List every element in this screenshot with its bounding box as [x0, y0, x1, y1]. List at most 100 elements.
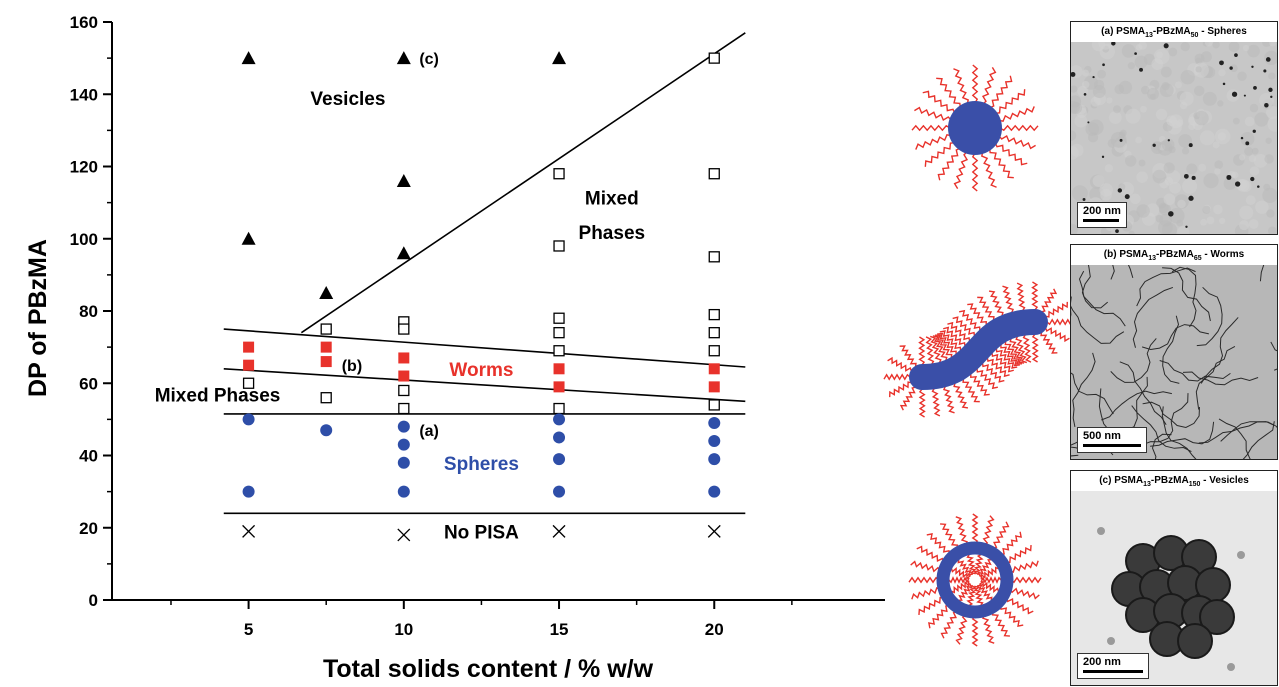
open-square-point — [708, 168, 720, 180]
red-square-point — [553, 381, 565, 393]
worm-strand — [1196, 286, 1223, 347]
worm-strand — [1132, 286, 1174, 348]
worm-strand — [1127, 265, 1134, 278]
scale-label: 200 nm — [1083, 656, 1121, 668]
blue-circle-point — [708, 416, 721, 429]
panel-title: (c) PSMA13-PBzMA150 - Vesicles — [1099, 475, 1249, 488]
open-square-point — [553, 168, 565, 180]
worm-strand — [1141, 324, 1210, 351]
worm-strand — [1142, 393, 1189, 446]
open-square-point — [553, 402, 565, 415]
worm-strand — [1220, 421, 1277, 442]
particle — [1226, 174, 1232, 180]
worm-strand — [1078, 270, 1126, 327]
particle — [1268, 87, 1273, 92]
region-label: Spheres — [444, 454, 519, 475]
worm-strand — [1136, 267, 1196, 307]
triangle-point — [319, 285, 334, 299]
panel-title: (b) PSMA13-PBzMA65 - Worms — [1103, 249, 1245, 262]
red-square-point — [243, 359, 255, 371]
particle — [1139, 67, 1143, 72]
worm-strand — [1072, 352, 1096, 428]
worm-strand — [1195, 346, 1236, 410]
particle — [1219, 60, 1224, 66]
red-square-point — [398, 352, 410, 364]
region-label: Mixed — [585, 188, 639, 209]
worm-core — [909, 309, 1048, 390]
particle — [1253, 85, 1257, 90]
worm-strand — [1171, 266, 1197, 328]
blue-circle-point — [553, 453, 566, 466]
small-vesicle — [1097, 527, 1105, 535]
triangle-point — [241, 231, 256, 245]
open-square-point — [553, 327, 565, 339]
particle — [1234, 181, 1241, 187]
red-square-point — [708, 363, 720, 375]
open-square-point — [398, 323, 410, 335]
y-tick-label: 100 — [70, 230, 98, 249]
scale-bar-box: 500 nm — [1077, 427, 1147, 453]
worm-strand — [1200, 317, 1239, 384]
y-tick-label: 0 — [89, 591, 98, 610]
tem-image-vesicles: 200 nm — [1071, 491, 1277, 685]
y-tick-label: 40 — [79, 447, 98, 466]
blue-circle-point — [242, 485, 255, 498]
particle — [1071, 71, 1076, 77]
particle — [1167, 139, 1170, 142]
scale-bar — [1083, 670, 1143, 673]
particle — [1188, 195, 1194, 201]
worm-strand — [1101, 390, 1172, 421]
y-axis-title: DP of PBzMA — [24, 239, 52, 397]
scale-bar — [1083, 444, 1141, 447]
worm-strand — [1162, 315, 1180, 384]
particle — [1252, 129, 1256, 133]
worm-strand — [1218, 418, 1251, 459]
open-square-point — [553, 312, 565, 324]
particle — [1183, 173, 1189, 179]
open-square-point — [708, 345, 720, 357]
open-square-point — [398, 384, 410, 397]
open-square-point — [320, 392, 332, 404]
triangle-point — [396, 51, 411, 65]
particle — [1251, 65, 1254, 69]
worm-strand — [1150, 421, 1215, 447]
blue-circle-point — [397, 485, 410, 498]
tem-background — [1071, 265, 1277, 459]
worm-strand — [1131, 405, 1192, 453]
phase-boundary-line — [223, 368, 746, 403]
particle — [1243, 94, 1246, 97]
x-tick-label: 10 — [394, 620, 413, 639]
open-square-point — [320, 323, 332, 335]
particle — [1265, 57, 1271, 62]
triangle-point — [396, 246, 411, 260]
particle — [1188, 143, 1193, 148]
tem-image-worms: 500 nm — [1071, 265, 1277, 459]
scale-bar-box: 200 nm — [1077, 202, 1127, 228]
region-label: Mixed Phases — [155, 385, 281, 406]
y-tick-label: 20 — [79, 519, 98, 538]
red-square-point — [398, 370, 410, 382]
region-label: Phases — [579, 223, 646, 244]
worm-strand — [1119, 361, 1167, 426]
particle — [1117, 188, 1123, 193]
vesicle — [1199, 599, 1235, 635]
particle — [1092, 75, 1095, 79]
triangle-point — [241, 51, 256, 65]
scale-label: 500 nm — [1083, 430, 1121, 442]
blue-circle-point — [553, 431, 566, 444]
phase-boundary-line — [223, 328, 746, 368]
particle — [1222, 82, 1226, 86]
worm-strand — [1142, 401, 1200, 429]
worm-strand — [1259, 265, 1265, 282]
point-label: (b) — [342, 358, 362, 375]
cross-point — [707, 524, 721, 538]
sphere-core — [948, 101, 1002, 155]
particle — [1250, 176, 1255, 182]
phase-boundary-lines — [223, 32, 746, 515]
blue-circle-point — [708, 453, 721, 466]
particle — [1152, 143, 1156, 147]
particle — [1257, 185, 1260, 188]
y-tick-label: 60 — [79, 374, 98, 393]
x-tick-label: 20 — [705, 620, 724, 639]
red-square-point — [708, 381, 720, 393]
